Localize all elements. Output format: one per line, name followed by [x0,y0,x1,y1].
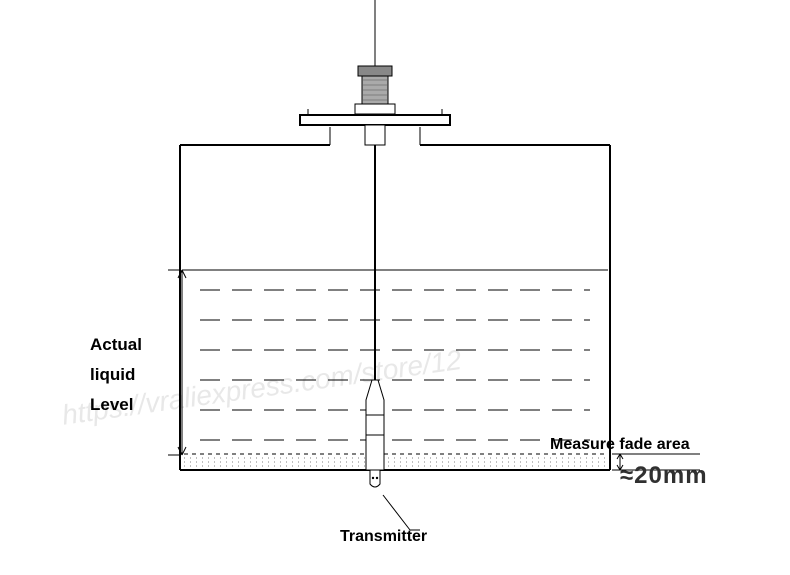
label-line: liquid [90,360,142,390]
label-measure-fade-area: Measure fade area [550,436,690,454]
label-fade-value: ≈20mm [620,462,708,490]
label-line: Actual [90,330,142,360]
label-transmitter: Transmitter [340,528,427,546]
label-actual-liquid-level: ActualliquidLevel [90,330,142,420]
label-line: Level [90,390,142,420]
